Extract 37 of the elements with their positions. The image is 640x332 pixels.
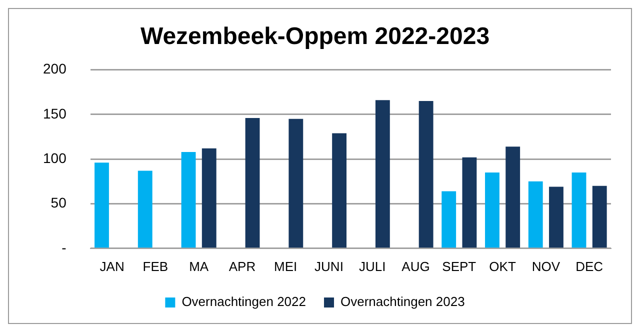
x-tick-label: MEI [274, 258, 298, 274]
x-tick-label: NOV [532, 258, 560, 274]
bar [485, 172, 500, 248]
bar [245, 118, 260, 248]
bar [528, 181, 543, 248]
chart-title: Wezembeek-Oppem 2022-2023 [140, 23, 490, 50]
bar [462, 157, 477, 248]
bar [94, 162, 109, 248]
x-tick-label: JULI [359, 258, 386, 274]
x-tick-label: DEC [576, 258, 604, 274]
x-tick-label: JAN [100, 258, 124, 274]
bar [332, 133, 347, 248]
bar [572, 172, 586, 248]
bar [202, 148, 216, 248]
legend-label: Overnachtingen 2022 [182, 294, 306, 310]
x-tick-label: JUNI [314, 258, 344, 274]
bar [418, 101, 434, 248]
bar [375, 100, 390, 248]
bar [181, 152, 196, 248]
x-tick-label: FEB [142, 258, 168, 274]
y-tick-label: 100 [43, 150, 67, 166]
bar [549, 186, 564, 248]
x-tick-label: OKT [489, 258, 516, 274]
y-tick-label: - [62, 239, 67, 256]
x-tick-label: SEPT [442, 258, 476, 274]
y-tick-label: 50 [50, 194, 67, 211]
x-tick-label: MA [189, 258, 209, 274]
bar [592, 186, 607, 248]
x-tick-label: APR [228, 258, 256, 274]
bar [138, 170, 152, 248]
bar [288, 118, 304, 248]
bar [506, 146, 520, 248]
legend-label: Overnachtingen 2023 [340, 294, 465, 310]
y-tick-label: 150 [43, 105, 67, 122]
y-tick-label: 200 [43, 60, 67, 77]
bar [442, 191, 456, 248]
x-tick-label: AUG [402, 258, 430, 274]
